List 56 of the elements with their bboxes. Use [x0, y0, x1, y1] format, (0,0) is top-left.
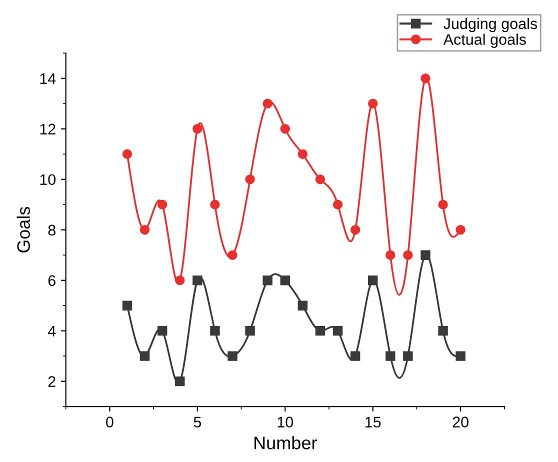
point [315, 174, 326, 184]
x-tick-label: 10 [278, 416, 294, 428]
point [157, 200, 168, 210]
point [350, 224, 360, 235]
y-axis-title: Goals [16, 206, 30, 253]
point [210, 200, 220, 210]
x-tick-label: 20 [452, 416, 468, 428]
point [420, 74, 430, 84]
point [157, 326, 168, 336]
point [210, 326, 220, 336]
point [368, 275, 378, 286]
y-tick-label: 10 [40, 174, 56, 186]
point [438, 200, 448, 210]
point [280, 275, 290, 286]
x-tick-label: 15 [366, 416, 381, 428]
y-tick-label: 12 [40, 124, 56, 134]
point [386, 250, 396, 260]
point [386, 351, 396, 361]
x-tick-label: 5 [194, 416, 202, 428]
point [228, 351, 238, 361]
point [175, 275, 185, 286]
point [456, 351, 466, 361]
y-tick-label: 6 [48, 275, 56, 286]
point [456, 224, 466, 235]
point [332, 200, 343, 210]
legend-label: Actual goals [443, 34, 526, 48]
point [403, 351, 413, 361]
x-axis-title: Number [254, 436, 317, 450]
point [298, 300, 308, 310]
point [280, 124, 290, 134]
y-tick-label: 4 [48, 326, 56, 336]
point [298, 149, 308, 159]
point [122, 149, 132, 159]
legend-label: Judging goals [444, 18, 538, 32]
point [403, 250, 413, 260]
point [350, 351, 360, 361]
point [192, 275, 202, 286]
point [140, 224, 150, 235]
point [192, 124, 202, 134]
point [332, 326, 343, 336]
point [420, 250, 430, 260]
point [368, 98, 378, 108]
point [140, 351, 150, 361]
x-tick-label: 0 [106, 416, 114, 428]
y-tick-label: 14 [40, 73, 56, 84]
point [245, 174, 255, 184]
point [262, 98, 272, 108]
point [122, 300, 132, 310]
point [228, 250, 238, 260]
point [315, 326, 326, 336]
point [262, 275, 272, 286]
y-tick-label: 8 [48, 224, 56, 236]
point [175, 376, 185, 386]
point [245, 326, 255, 336]
point [438, 326, 448, 336]
y-tick-label: 2 [48, 376, 56, 387]
